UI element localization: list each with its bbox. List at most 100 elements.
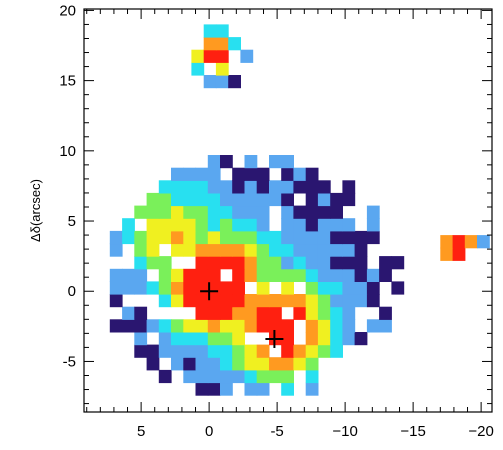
intensity-pixel (171, 180, 184, 194)
intensity-pixel (232, 369, 245, 384)
x-tick-label: 5 (137, 423, 145, 440)
intensity-pixel (293, 218, 307, 232)
intensity-pixel (256, 306, 270, 320)
intensity-pixel (215, 62, 229, 76)
intensity-pixel (232, 180, 245, 194)
intensity-pixel (207, 332, 221, 346)
intensity-pixel (244, 306, 258, 320)
intensity-pixel (207, 180, 221, 194)
intensity-pixel (354, 230, 368, 245)
intensity-pixel (293, 205, 307, 219)
intensity-pixel (220, 243, 233, 257)
intensity-pixel (379, 319, 392, 333)
intensity-pixel (305, 256, 319, 270)
intensity-pixel (305, 218, 319, 232)
intensity-pixel (195, 256, 209, 270)
intensity-pixel (256, 167, 270, 181)
intensity-pixel (293, 306, 307, 320)
intensity-pixel (207, 230, 221, 245)
intensity-pixel (244, 167, 258, 181)
intensity-pixel (158, 268, 172, 282)
intensity-pixel (183, 230, 197, 245)
intensity-pixel (256, 180, 270, 194)
intensity-pixel (256, 382, 270, 396)
intensity-pixel (391, 256, 405, 270)
intensity-pixel (293, 294, 307, 308)
intensity-pixel (330, 243, 343, 257)
intensity-pixel (171, 205, 184, 219)
intensity-pixel (220, 319, 233, 333)
intensity-pixel (256, 294, 270, 308)
intensity-pixel (158, 180, 172, 194)
intensity-pixel (281, 230, 294, 245)
intensity-pixel (183, 332, 197, 346)
intensity-pixel (134, 344, 148, 358)
y-tick-label: -5 (63, 353, 76, 370)
intensity-pixel (207, 192, 221, 207)
intensity-pixel (256, 281, 270, 295)
intensity-pixel (244, 256, 258, 270)
intensity-pixel (183, 268, 197, 282)
intensity-pixel (317, 256, 331, 270)
intensity-pixel (330, 319, 343, 333)
intensity-pixel (232, 294, 245, 308)
intensity-pixel (232, 344, 245, 358)
intensity-pixel (269, 192, 282, 207)
intensity-pixel (305, 369, 319, 384)
intensity-pixel (220, 357, 233, 371)
intensity-pixel (171, 192, 184, 207)
intensity-pixel (281, 167, 294, 181)
intensity-pixel (220, 218, 233, 232)
intensity-pixel (203, 24, 217, 38)
intensity-pixel (183, 218, 197, 232)
intensity-pixel (342, 281, 356, 295)
intensity-pixel (354, 243, 368, 257)
intensity-pixel (305, 294, 319, 308)
intensity-pixel (232, 281, 245, 295)
intensity-pixel (171, 357, 184, 371)
intensity-pixel (342, 268, 356, 282)
intensity-pixel (195, 192, 209, 207)
intensity-pixel (158, 205, 172, 219)
intensity-pixel (269, 268, 282, 282)
intensity-pixel (215, 37, 229, 51)
intensity-pixel (281, 369, 294, 384)
intensity-pixel (366, 230, 380, 245)
intensity-pixel (293, 180, 307, 194)
intensity-pixel (134, 281, 148, 295)
intensity-pixel (305, 319, 319, 333)
intensity-pixel (109, 230, 123, 245)
intensity-pixel (215, 49, 229, 63)
intensity-pixel (195, 369, 209, 384)
intensity-pixel (134, 332, 148, 346)
intensity-pixel (183, 319, 197, 333)
intensity-pixel (305, 268, 319, 282)
y-tick-label: 5 (68, 213, 76, 230)
intensity-pixel (256, 243, 270, 257)
intensity-pixel (232, 306, 245, 320)
intensity-pixel (256, 218, 270, 232)
intensity-pixel (207, 155, 221, 169)
intensity-pixel (195, 306, 209, 320)
intensity-pixel (452, 235, 466, 249)
intensity-pixel (281, 294, 294, 308)
intensity-pixel (305, 281, 319, 295)
intensity-pixel (354, 332, 368, 346)
intensity-pixel (244, 243, 258, 257)
intensity-pixel (305, 230, 319, 245)
intensity-pixel (195, 268, 209, 282)
intensity-pixel (477, 235, 490, 249)
intensity-pixel (232, 218, 245, 232)
intensity-pixel (207, 243, 221, 257)
intensity-pixel (269, 230, 282, 245)
intensity-pixel (195, 344, 209, 358)
intensity-pixel (305, 306, 319, 320)
intensity-pixel (109, 294, 123, 308)
intensity-pixel (220, 344, 233, 358)
intensity-pixel (207, 369, 221, 384)
intensity-pixel (354, 268, 368, 282)
intensity-pixel (330, 230, 343, 245)
y-tick-label: 0 (68, 283, 76, 300)
intensity-pixel (256, 230, 270, 245)
